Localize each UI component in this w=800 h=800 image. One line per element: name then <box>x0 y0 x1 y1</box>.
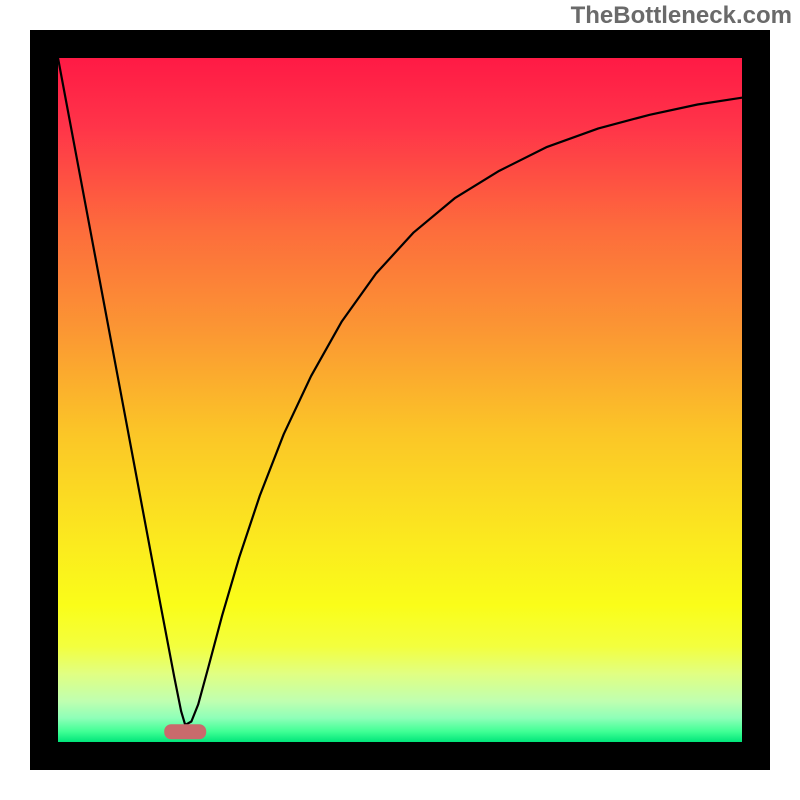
watermark-text: TheBottleneck.com <box>571 2 792 30</box>
chart-container: TheBottleneck.com <box>0 0 800 800</box>
bottleneck-chart <box>0 0 800 800</box>
plot-background-gradient <box>58 58 742 742</box>
optimum-marker <box>164 724 206 739</box>
